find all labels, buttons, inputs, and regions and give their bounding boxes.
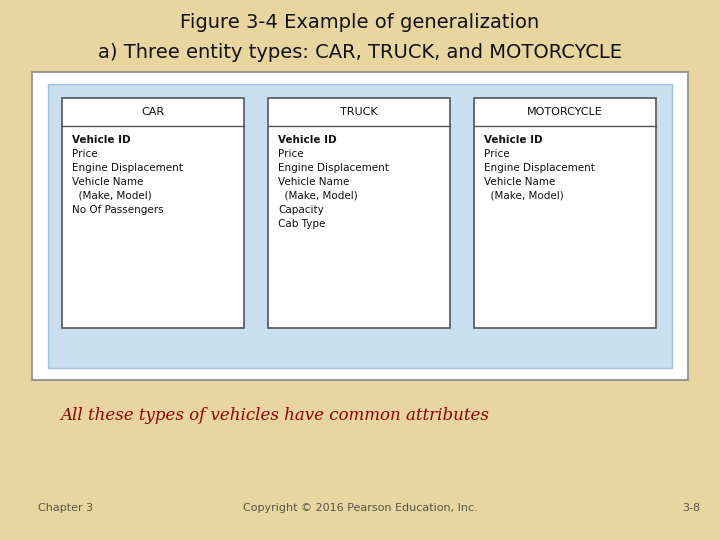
Text: All these types of vehicles have common attributes: All these types of vehicles have common … <box>60 407 489 423</box>
FancyBboxPatch shape <box>474 98 656 328</box>
Text: Figure 3-4 Example of generalization: Figure 3-4 Example of generalization <box>181 12 539 31</box>
Text: Chapter 3: Chapter 3 <box>38 503 93 513</box>
Text: Engine Displacement: Engine Displacement <box>278 163 389 173</box>
Text: Cab Type: Cab Type <box>278 219 325 229</box>
Text: Vehicle Name: Vehicle Name <box>484 177 555 187</box>
Text: (Make, Model): (Make, Model) <box>484 191 564 201</box>
Text: Capacity: Capacity <box>278 205 324 215</box>
Text: Vehicle Name: Vehicle Name <box>72 177 143 187</box>
Text: CAR: CAR <box>141 107 165 117</box>
Text: 3-8: 3-8 <box>682 503 700 513</box>
Text: Vehicle ID: Vehicle ID <box>72 135 130 145</box>
Text: Price: Price <box>484 149 510 159</box>
Text: Vehicle ID: Vehicle ID <box>484 135 543 145</box>
Text: Engine Displacement: Engine Displacement <box>484 163 595 173</box>
Text: (Make, Model): (Make, Model) <box>72 191 152 201</box>
Text: TRUCK: TRUCK <box>340 107 378 117</box>
Text: Vehicle Name: Vehicle Name <box>278 177 349 187</box>
Text: Price: Price <box>278 149 304 159</box>
FancyBboxPatch shape <box>32 72 688 380</box>
Text: MOTORCYCLE: MOTORCYCLE <box>527 107 603 117</box>
Text: Price: Price <box>72 149 98 159</box>
Text: Copyright © 2016 Pearson Education, Inc.: Copyright © 2016 Pearson Education, Inc. <box>243 503 477 513</box>
FancyBboxPatch shape <box>268 98 450 328</box>
Text: (Make, Model): (Make, Model) <box>278 191 358 201</box>
FancyBboxPatch shape <box>62 98 244 328</box>
Text: Vehicle ID: Vehicle ID <box>278 135 337 145</box>
FancyBboxPatch shape <box>48 84 672 368</box>
Text: Engine Displacement: Engine Displacement <box>72 163 183 173</box>
Text: No Of Passengers: No Of Passengers <box>72 205 163 215</box>
Text: a) Three entity types: CAR, TRUCK, and MOTORCYCLE: a) Three entity types: CAR, TRUCK, and M… <box>98 43 622 62</box>
